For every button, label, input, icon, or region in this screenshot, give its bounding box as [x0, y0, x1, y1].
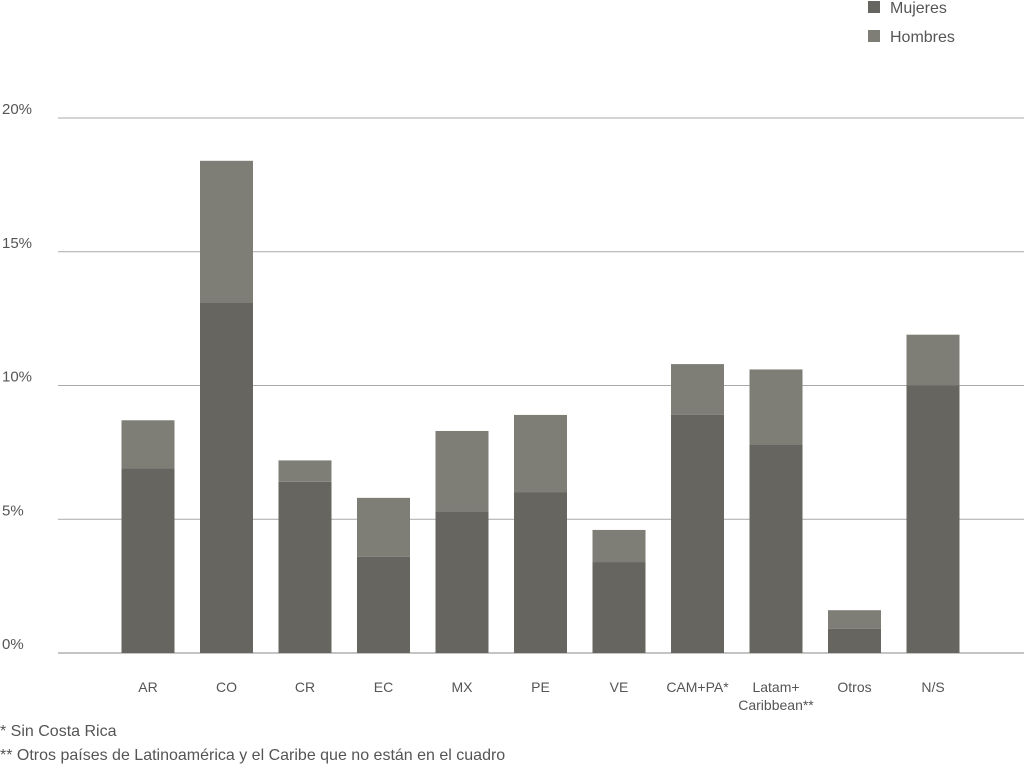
legend-label-mujeres: Mujeres — [890, 0, 947, 17]
bar-hombres-n-s — [906, 334, 960, 386]
legend-label-hombres: Hombres — [890, 29, 955, 46]
y-tick-label-10: 10% — [2, 369, 32, 386]
bar-mujeres-latam-caribbean — [749, 444, 803, 653]
bar-mujeres-ec — [357, 556, 410, 653]
bar-hombres-pe — [514, 414, 567, 493]
x-tick-label-n-s: N/S — [921, 679, 944, 695]
legend-swatch-mujeres — [868, 1, 880, 13]
y-tick-label-5: 5% — [2, 502, 24, 519]
bar-hombres-mx — [435, 430, 489, 512]
y-tick-label-15: 15% — [2, 235, 32, 252]
x-tick-label-co: CO — [216, 679, 237, 695]
bar-hombres-ar — [121, 420, 175, 469]
x-tick-label-ar: AR — [138, 679, 157, 695]
x-tick-label-pe: PE — [531, 679, 550, 695]
bar-hombres-latam-caribbean — [749, 369, 803, 445]
bar-mujeres-pe — [514, 492, 567, 653]
x-tick-label-mx: MX — [452, 679, 474, 695]
bar-mujeres-cam-pa — [671, 414, 724, 653]
bar-mujeres-co — [200, 302, 253, 653]
bar-hombres-ve — [592, 529, 646, 563]
bar-hombres-otros — [828, 610, 881, 629]
bar-mujeres-ar — [121, 468, 175, 653]
bar-mujeres-n-s — [906, 385, 960, 653]
x-tick-label-cam-pa: CAM+PA* — [666, 679, 729, 695]
legend-swatch-hombres — [868, 30, 880, 42]
y-tick-label-20: 20% — [2, 101, 32, 118]
x-tick-label-ve: VE — [610, 679, 629, 695]
bar-mujeres-ve — [592, 562, 646, 653]
x-tick-label-latam-caribbean: Latam+ Caribbean** — [738, 679, 814, 713]
bar-hombres-ec — [357, 497, 410, 557]
footnote-2: ** Otros países de Latinoamérica y el Ca… — [0, 747, 506, 764]
bar-mujeres-cr — [278, 481, 332, 653]
y-tick-label-0: 0% — [2, 636, 24, 653]
footnote-1: * Sin Costa Rica — [0, 723, 117, 740]
bar-mujeres-otros — [828, 628, 881, 653]
bar-mujeres-mx — [435, 511, 489, 653]
bar-hombres-cr — [278, 460, 332, 482]
bar-hombres-cam-pa — [671, 364, 724, 415]
x-tick-label-ec: EC — [374, 679, 393, 695]
x-tick-label-cr: CR — [295, 679, 315, 695]
bar-hombres-co — [200, 160, 253, 303]
x-tick-label-otros: Otros — [837, 679, 871, 695]
